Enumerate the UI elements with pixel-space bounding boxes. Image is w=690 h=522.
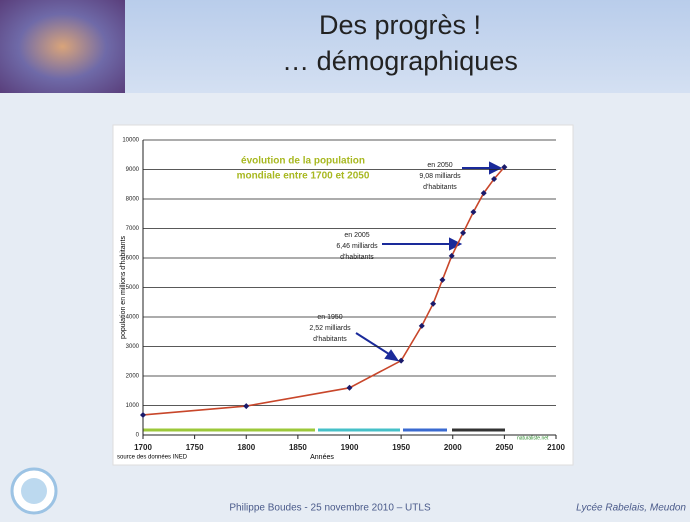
y-tick-label: 7000	[126, 226, 140, 232]
data-point	[430, 300, 437, 307]
data-point	[439, 276, 446, 283]
y-tick-label: 9000	[126, 167, 140, 173]
x-tick-label: 1800	[237, 443, 255, 452]
annotation: d'habitants	[313, 336, 347, 343]
data-point	[346, 384, 353, 391]
y-tick-label: 6000	[126, 256, 140, 262]
data-point	[243, 403, 250, 410]
slide-title: … démographiques	[282, 46, 518, 76]
y-axis-label: population en millions d'habitants	[120, 236, 127, 339]
footer: Lycée Rabelais, Meudon	[576, 503, 686, 514]
annotation: 6,46 milliards	[336, 243, 378, 250]
logo	[21, 478, 47, 504]
data-point	[448, 252, 455, 259]
header-image	[0, 0, 125, 93]
annotation: d'habitants	[340, 254, 374, 261]
data-point	[140, 411, 146, 418]
data-point	[470, 208, 477, 215]
y-tick-label: 2000	[126, 374, 140, 380]
annotation: en 2005	[344, 232, 369, 239]
y-tick-label: 8000	[126, 197, 140, 203]
arrow-head	[384, 349, 400, 362]
data-point	[480, 190, 487, 197]
credit: naturaliste.net	[517, 435, 549, 441]
x-tick-label: 2100	[547, 443, 565, 452]
data-point	[398, 357, 405, 364]
y-tick-label: 10000	[122, 138, 139, 144]
x-tick-label: 2000	[444, 443, 462, 452]
y-tick-label: 1000	[126, 403, 140, 409]
arrow-head	[449, 237, 463, 251]
data-point	[418, 322, 425, 329]
x-tick-label: 1700	[134, 443, 152, 452]
annotation: 9,08 milliards	[419, 173, 461, 180]
chart-panel	[112, 124, 574, 466]
arrows	[355, 161, 503, 362]
source: source des données INED	[117, 455, 188, 461]
annotation: en 2050	[427, 162, 452, 169]
chart-title: évolution de la population	[241, 156, 365, 167]
annotation: d'habitants	[423, 184, 457, 191]
chart-title: mondiale entre 1700 et 2050	[237, 171, 370, 182]
y-tick-label: 0	[136, 433, 140, 439]
y-tick-label: 3000	[126, 344, 140, 350]
annotation: en 1950	[317, 314, 342, 321]
x-axis-label: Années	[310, 454, 334, 461]
y-tick-label: 5000	[126, 285, 140, 291]
arrow	[355, 332, 393, 357]
arrow-head	[489, 161, 503, 175]
x-tick-label: 1750	[186, 443, 204, 452]
annotation: 2,52 milliards	[309, 325, 351, 332]
data-point	[460, 229, 467, 236]
x-tick-label: 2050	[495, 443, 513, 452]
data-point	[491, 175, 498, 182]
x-tick-label: 1900	[341, 443, 359, 452]
footer: Philippe Boudes - 25 novembre 2010 – UTL…	[229, 503, 431, 514]
data-point	[501, 164, 508, 171]
x-tick-label: 1950	[392, 443, 410, 452]
x-tick-label: 1850	[289, 443, 307, 452]
y-tick-label: 4000	[126, 315, 140, 321]
slide-title: Des progrès !	[319, 10, 481, 40]
